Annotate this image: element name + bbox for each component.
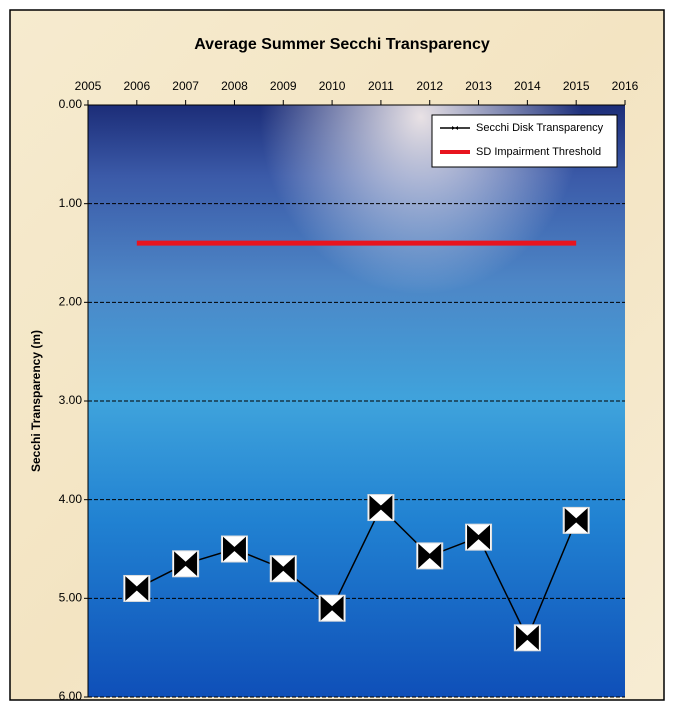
x-tick-label: 2009 — [270, 79, 297, 93]
marker-glyph — [320, 595, 344, 621]
x-tick-label: 2008 — [221, 79, 248, 93]
x-tick-label: 2005 — [75, 79, 102, 93]
marker-glyph — [467, 524, 491, 550]
x-tick-label: 2012 — [416, 79, 443, 93]
data-point — [172, 550, 200, 578]
data-point — [416, 542, 444, 570]
y-tick-label: 3.00 — [59, 393, 83, 407]
data-point — [220, 535, 248, 563]
data-point — [123, 574, 151, 602]
y-tick-label: 5.00 — [59, 591, 83, 605]
chart-title: Average Summer Secchi Transparency — [194, 36, 490, 53]
y-tick-label: 0.00 — [59, 97, 83, 111]
legend-box — [431, 114, 618, 168]
x-tick-label: 2011 — [368, 79, 394, 93]
series-line — [136, 506, 577, 640]
x-tick-label: 2007 — [172, 79, 199, 93]
x-tick-label: 2006 — [123, 79, 150, 93]
data-point — [562, 506, 590, 534]
x-tick-label: 2015 — [563, 79, 590, 93]
marker-glyph — [418, 543, 442, 569]
marker-glyph — [222, 536, 246, 562]
x-tick-label: 2010 — [319, 79, 346, 93]
marker-glyph — [515, 625, 539, 651]
data-point — [513, 624, 541, 652]
marker-glyph — [369, 495, 393, 520]
x-tick-label: 2016 — [612, 79, 639, 93]
x-tick-label: 2014 — [514, 79, 541, 93]
legend-marker — [452, 126, 458, 130]
y-tick-label: 2.00 — [59, 295, 83, 309]
y-tick-label: 4.00 — [59, 492, 83, 506]
x-tick-label: 2013 — [465, 79, 492, 93]
data-point — [318, 594, 346, 622]
marker-glyph — [174, 551, 198, 577]
data-point — [465, 523, 493, 551]
marker-glyph — [125, 576, 149, 601]
legend-label: SD Impairment Threshold — [476, 146, 601, 158]
y-tick-label: 1.00 — [59, 196, 83, 210]
y-axis-label: Secchi Transparency (m) — [29, 330, 43, 472]
data-point — [367, 494, 395, 522]
marker-glyph — [271, 556, 295, 582]
legend-label: Secchi Disk Transparency — [476, 122, 604, 134]
y-tick-label: 6.00 — [59, 689, 83, 703]
marker-glyph — [564, 508, 588, 533]
data-point — [269, 555, 297, 583]
